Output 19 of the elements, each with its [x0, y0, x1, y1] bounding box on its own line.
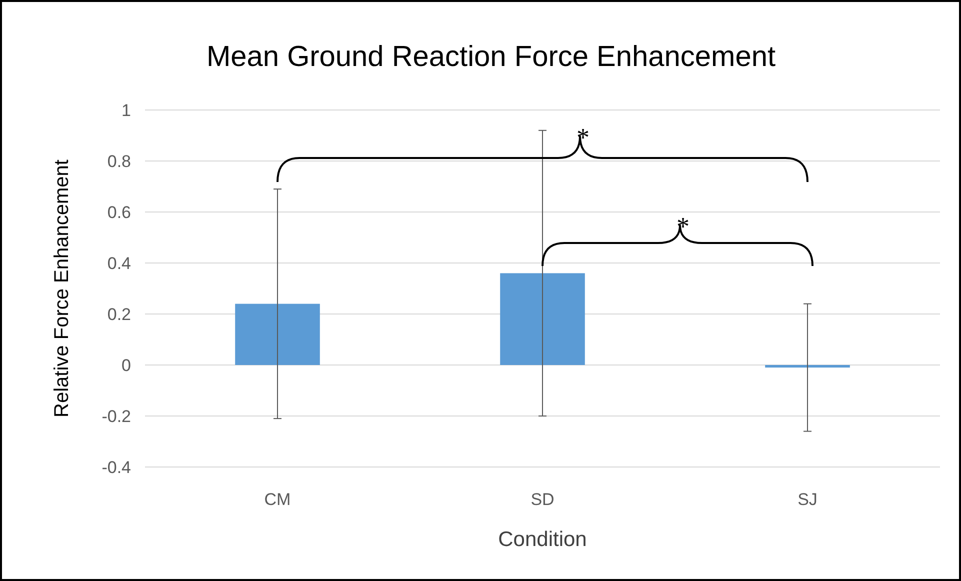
y-tick-label: 0.4 [107, 254, 131, 273]
y-tick-label: 0.8 [107, 152, 131, 171]
annotation: * [576, 123, 590, 152]
y-tick-label: 0 [122, 356, 131, 375]
bar [765, 365, 850, 368]
y-tick-label: 1 [122, 100, 131, 120]
x-tick-label: SD [530, 490, 554, 509]
bar [235, 304, 320, 365]
x-tick-label: CM [264, 490, 291, 509]
y-axis-title: Relative Force Enhancement [51, 159, 73, 418]
chart-title: Mean Ground Reaction Force Enhancement [206, 41, 776, 73]
annotation: * [676, 212, 690, 241]
y-tick-label: 0.2 [107, 304, 131, 324]
x-axis-title: Condition [498, 528, 587, 551]
y-tick-label: -0.4 [102, 458, 131, 477]
x-tick-label: SJ [798, 490, 818, 509]
bar [500, 273, 585, 365]
y-tick-label: -0.2 [102, 406, 131, 426]
y-tick-label: 0.6 [107, 202, 131, 222]
